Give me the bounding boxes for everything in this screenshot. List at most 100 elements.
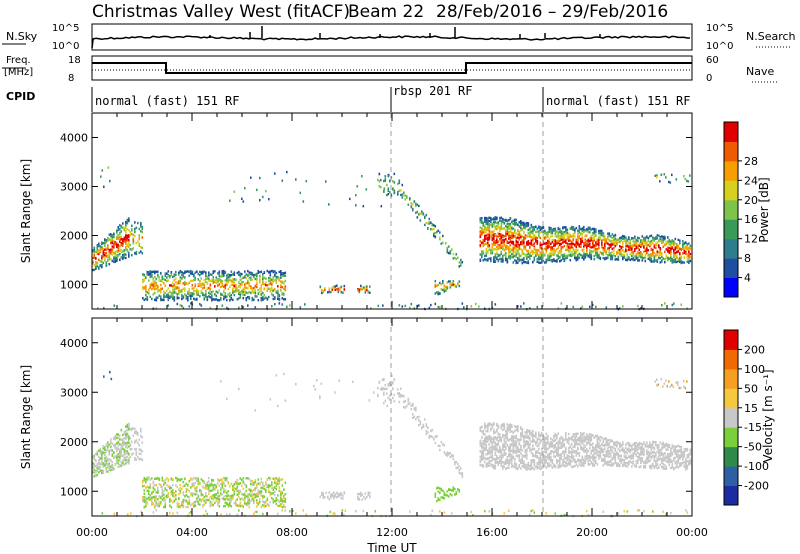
velocity-cell [268, 503, 270, 506]
power-cell [493, 235, 495, 238]
power-cell [224, 271, 227, 274]
velocity-cell [117, 440, 120, 444]
power-cell [235, 278, 237, 281]
power-cell [557, 257, 560, 260]
power-cell [266, 297, 269, 300]
power-cell [538, 233, 540, 236]
velocity-cell [215, 497, 218, 500]
power-cell [496, 235, 498, 238]
power-cell [482, 250, 485, 253]
power-cell [511, 253, 513, 256]
power-cell [572, 249, 575, 253]
power-cell [641, 256, 644, 259]
velocity-cell [122, 444, 124, 447]
velocity-cell [266, 485, 269, 489]
power-cell [490, 252, 492, 255]
velocity-cell [251, 489, 254, 493]
power-cell [490, 230, 492, 233]
velocity-cell [135, 432, 138, 435]
velocity-cell [224, 478, 227, 482]
velocity-cell [128, 441, 130, 444]
power-cell [363, 286, 365, 289]
power-cell [673, 302, 675, 305]
power-cell [631, 257, 633, 261]
power-cell [673, 252, 675, 256]
power-cell [209, 273, 212, 276]
power-cell [123, 228, 126, 231]
velocity-cell [484, 443, 486, 446]
power-cell [548, 226, 551, 229]
power-cell [658, 251, 660, 254]
velocity-cell [212, 498, 215, 501]
velocity-cell [277, 498, 279, 502]
power-cell [370, 307, 372, 310]
velocity-cell [117, 453, 120, 456]
power-cell [637, 251, 639, 254]
power-cell [563, 258, 566, 262]
power-cell [686, 246, 689, 249]
power-cell [92, 268, 94, 272]
power-cell [496, 240, 498, 243]
power-cell [236, 271, 239, 275]
power-cell [656, 241, 659, 244]
power-cell [590, 234, 593, 237]
velocity-cell [117, 465, 120, 469]
velocity-cell [218, 499, 221, 502]
power-cell [527, 255, 530, 259]
velocity-cell [146, 497, 149, 500]
velocity-cell [104, 457, 106, 460]
power-cell [568, 239, 570, 242]
power-cell [260, 299, 263, 302]
power-cell [530, 243, 533, 246]
power-cell [517, 261, 519, 264]
power-cell [436, 291, 438, 294]
power-cell [500, 252, 503, 256]
velocity-cell [458, 490, 461, 493]
velocity-cell [284, 506, 287, 509]
velocity-cell [244, 496, 246, 500]
velocity-cell [161, 488, 164, 491]
power-cell [529, 227, 531, 230]
power-cell [479, 233, 482, 236]
power-cell [656, 237, 659, 240]
velocity-cell [221, 478, 224, 481]
power-cell [143, 285, 146, 289]
power-cell [361, 175, 363, 178]
velocity-cell [161, 492, 164, 495]
power-cell [667, 250, 669, 253]
power-cell [500, 219, 503, 223]
velocity-cell [224, 489, 227, 492]
power-cell [239, 272, 242, 275]
power-cell [523, 242, 525, 245]
power-cell [679, 239, 681, 242]
power-cell [623, 237, 626, 240]
velocity-cell [134, 441, 136, 444]
velocity-cell [102, 462, 105, 465]
power-cell [488, 228, 491, 231]
power-cell [434, 292, 437, 295]
power-cell [260, 288, 263, 291]
power-cell [550, 254, 552, 258]
power-cell [532, 260, 534, 264]
power-cell [610, 252, 612, 255]
power-cell [256, 295, 258, 298]
velocity-cell [104, 448, 106, 451]
velocity-cell [227, 490, 230, 493]
power-cell [132, 242, 135, 245]
power-cell [502, 227, 504, 231]
power-cell [478, 305, 480, 308]
power-cell [658, 239, 660, 242]
power-cell [649, 258, 651, 262]
power-cell [185, 270, 188, 273]
power-cell [578, 253, 581, 256]
power-cell [608, 239, 611, 242]
power-cell [568, 243, 570, 246]
power-cell [659, 253, 662, 256]
velocity-cell [250, 490, 252, 493]
velocity-cell [120, 450, 123, 453]
velocity-cell [209, 489, 212, 493]
power-cell [671, 247, 674, 250]
freq-tick-top: 18 [68, 55, 81, 66]
power-cell [505, 232, 507, 236]
velocity-cell [230, 498, 233, 501]
